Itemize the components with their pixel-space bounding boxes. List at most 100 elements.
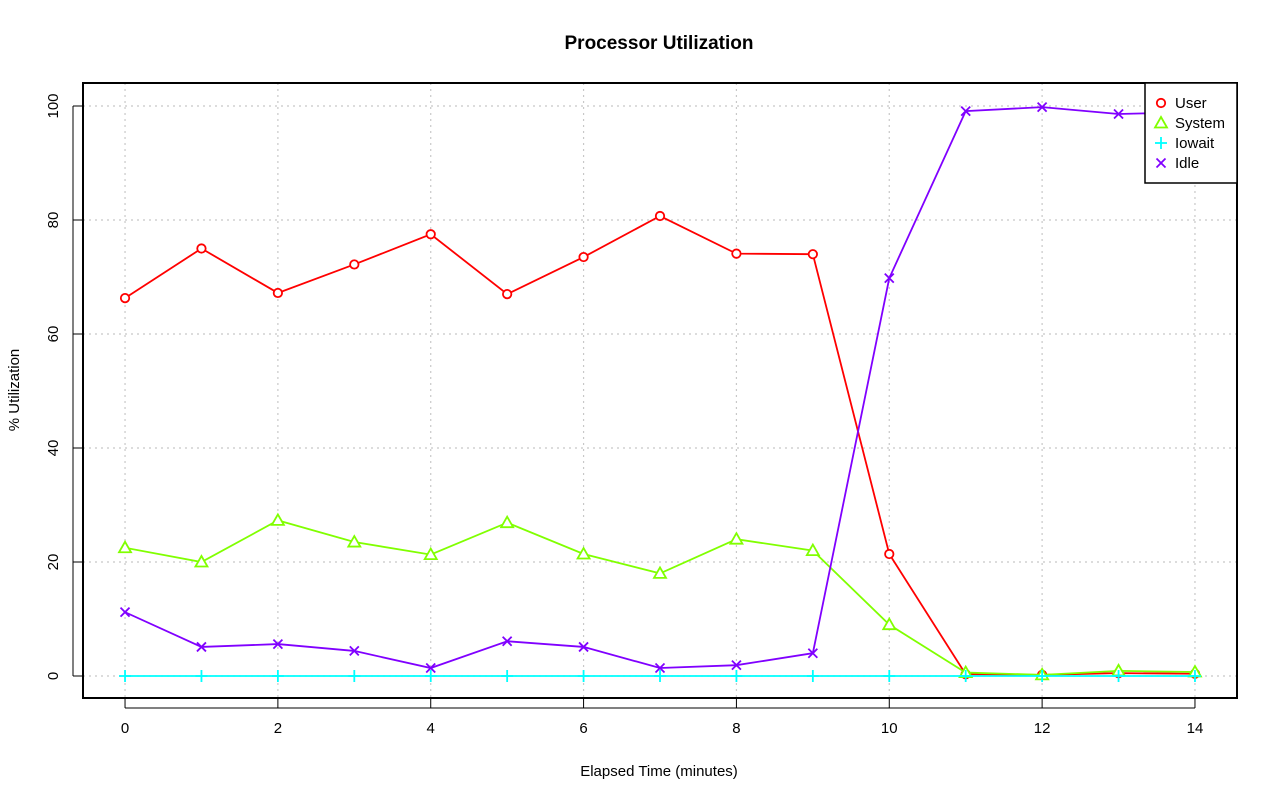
legend: User System Iowait Idle (1144, 82, 1238, 184)
data-point-user (884, 548, 895, 560)
x-axis-label: Elapsed Time (minutes) (580, 763, 738, 780)
data-point-idle (807, 648, 818, 659)
legend-marker-idle-b (1155, 157, 1167, 169)
legend-marker-user (1155, 97, 1167, 109)
data-point-iowait (959, 670, 972, 682)
data-point-idle-b (654, 662, 666, 674)
data-point-idle (1113, 108, 1124, 120)
legend-label-idle: Idle (1175, 155, 1199, 172)
series-line-user (124, 214, 1195, 676)
data-point-idle-b (731, 660, 742, 671)
x-tick-label: 4 (427, 720, 435, 737)
legend-label-system: System (1175, 115, 1225, 132)
data-point-system (728, 531, 744, 545)
data-point-idle-b (1113, 108, 1124, 120)
data-point-user (425, 229, 436, 240)
y-tick-label: 20 (45, 554, 62, 571)
data-point-iowait (119, 670, 132, 682)
data-point-user (272, 287, 283, 299)
data-point-iowait (501, 670, 514, 682)
data-point-system (117, 539, 133, 554)
y-tick-label: 100 (45, 93, 62, 118)
series-user (119, 210, 1201, 680)
legend-marker-iowait (1155, 137, 1167, 149)
y-tick-label: 0 (45, 672, 62, 680)
data-point-user (731, 248, 742, 259)
data-point-user (654, 210, 666, 222)
series-iowait (119, 670, 1201, 682)
legend-marker-system (1153, 115, 1169, 129)
data-point-idle (272, 638, 284, 650)
legend-label-iowait: Iowait (1175, 135, 1215, 152)
data-point-idle (654, 662, 666, 674)
data-point-idle (578, 641, 589, 653)
y-axis-label: % Utilization (6, 349, 23, 432)
data-point-idle-b (578, 641, 589, 653)
data-point-iowait (806, 670, 819, 682)
data-point-system (805, 542, 821, 556)
data-point-idle-b (502, 636, 513, 647)
data-point-system (881, 616, 897, 631)
chart-title: Processor Utilization (565, 33, 754, 54)
data-point-system (423, 546, 439, 560)
data-point-iowait (1036, 670, 1049, 682)
data-point-system (576, 546, 592, 560)
data-point-idle-b (807, 648, 818, 659)
data-point-idle-b (960, 105, 971, 117)
data-point-iowait (577, 670, 590, 682)
data-point-system (193, 554, 210, 568)
series-line-system (124, 519, 1195, 676)
x-tick-label: 2 (274, 720, 282, 737)
grid (83, 83, 1237, 698)
series-system (117, 512, 1203, 681)
data-point-idle-b (425, 662, 436, 674)
y-tick-label: 60 (45, 326, 62, 343)
data-point-idle (1036, 102, 1048, 113)
data-point-user (196, 243, 207, 254)
data-point-idle (119, 607, 131, 618)
data-point-user (349, 259, 360, 270)
data-point-idle (884, 273, 895, 284)
data-point-idle-b (349, 645, 360, 657)
x-tick-label: 14 (1187, 720, 1204, 737)
legend-label-user: User (1175, 95, 1207, 112)
data-point-user (502, 288, 513, 300)
x-tick-label: 6 (579, 720, 587, 737)
data-point-iowait (730, 670, 743, 682)
data-point-iowait (348, 670, 361, 682)
series-idle (119, 102, 1201, 674)
data-point-idle (502, 636, 513, 647)
data-point-iowait (1112, 670, 1125, 682)
series-line-idle (124, 106, 1195, 669)
data-point-system (270, 512, 286, 526)
data-point-iowait (883, 670, 896, 682)
x-tick-label: 12 (1034, 720, 1051, 737)
data-point-user (119, 292, 131, 304)
data-point-idle-b (884, 273, 895, 284)
data-point-iowait (195, 670, 208, 682)
data-point-idle (425, 662, 436, 674)
plot-frame (82, 82, 1238, 699)
data-point-system (499, 514, 515, 529)
x-tick-label: 8 (732, 720, 740, 737)
data-point-system (652, 565, 668, 579)
data-point-iowait (271, 670, 284, 682)
data-point-iowait (654, 670, 666, 682)
data-point-idle-b (1036, 102, 1048, 113)
data-point-iowait (1188, 670, 1201, 682)
data-point-user (807, 249, 818, 260)
data-point-idle (960, 105, 971, 117)
data-point-idle-b (119, 607, 131, 618)
legend-marker-idle (1155, 157, 1167, 169)
data-point-idle (731, 660, 742, 671)
data-point-idle-b (196, 641, 207, 653)
axes: 0 2 4 6 8 10 12 14 0 20 40 60 80 100 (45, 93, 1203, 737)
x-tick-label: 10 (881, 720, 898, 737)
y-tick-label: 80 (45, 212, 62, 229)
data-point-idle-b (272, 638, 284, 650)
data-point-system (346, 534, 362, 548)
plot-series (117, 102, 1203, 682)
data-point-idle (349, 645, 360, 657)
